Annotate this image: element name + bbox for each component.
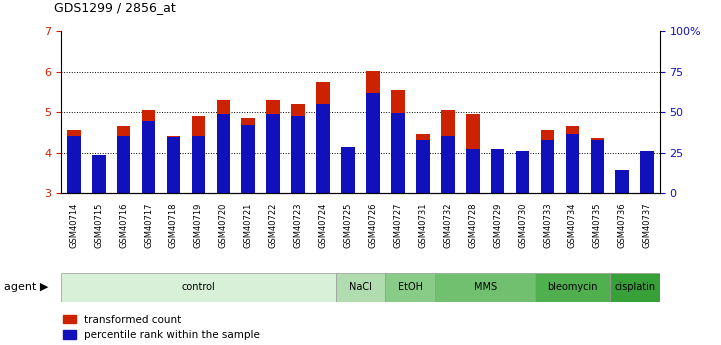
- Text: GSM40737: GSM40737: [642, 203, 652, 248]
- Bar: [366, 93, 380, 193]
- Text: GSM40719: GSM40719: [194, 203, 203, 248]
- Text: GSM40727: GSM40727: [394, 203, 402, 248]
- Bar: [491, 149, 505, 193]
- Text: GSM40720: GSM40720: [219, 203, 228, 248]
- Bar: [341, 147, 355, 193]
- Bar: [610, 273, 660, 302]
- Text: GSM40735: GSM40735: [593, 203, 602, 248]
- Text: GSM40736: GSM40736: [618, 203, 627, 248]
- Text: GSM40730: GSM40730: [518, 203, 527, 248]
- Bar: [291, 104, 305, 193]
- Bar: [590, 140, 604, 193]
- Text: GSM40726: GSM40726: [368, 203, 378, 248]
- Bar: [216, 114, 230, 193]
- Bar: [61, 273, 335, 302]
- Bar: [67, 136, 81, 193]
- Text: EtOH: EtOH: [398, 282, 423, 292]
- Bar: [535, 273, 610, 302]
- Bar: [565, 135, 579, 193]
- Text: GDS1299 / 2856_at: GDS1299 / 2856_at: [54, 1, 176, 14]
- Text: GSM40724: GSM40724: [319, 203, 327, 248]
- Text: MMS: MMS: [474, 282, 497, 292]
- Bar: [441, 110, 455, 193]
- Text: GSM40734: GSM40734: [568, 203, 577, 248]
- Bar: [92, 155, 105, 193]
- Text: cisplatin: cisplatin: [614, 282, 655, 292]
- Text: GSM40725: GSM40725: [343, 203, 353, 248]
- Bar: [386, 273, 435, 302]
- Bar: [266, 114, 280, 193]
- Text: GSM40716: GSM40716: [119, 203, 128, 248]
- Bar: [391, 113, 404, 193]
- Bar: [541, 130, 554, 193]
- Text: GSM40718: GSM40718: [169, 203, 178, 248]
- Bar: [192, 136, 205, 193]
- Text: GSM40728: GSM40728: [468, 203, 477, 248]
- Bar: [491, 155, 505, 193]
- Text: GSM40715: GSM40715: [94, 203, 103, 248]
- Bar: [216, 100, 230, 193]
- Bar: [640, 151, 654, 193]
- Bar: [516, 151, 529, 193]
- Bar: [541, 140, 554, 193]
- Text: control: control: [182, 282, 216, 292]
- Text: GSM40717: GSM40717: [144, 203, 153, 248]
- Bar: [242, 125, 255, 193]
- Bar: [317, 82, 330, 193]
- Bar: [242, 118, 255, 193]
- Text: GSM40721: GSM40721: [244, 203, 253, 248]
- Bar: [167, 136, 180, 193]
- Bar: [317, 104, 330, 193]
- Bar: [142, 110, 156, 193]
- Bar: [416, 140, 430, 193]
- Bar: [366, 71, 380, 193]
- Bar: [441, 136, 455, 193]
- Text: GSM40733: GSM40733: [543, 203, 552, 248]
- Bar: [341, 147, 355, 193]
- Legend: transformed count, percentile rank within the sample: transformed count, percentile rank withi…: [59, 310, 265, 344]
- Bar: [466, 149, 479, 193]
- Bar: [616, 170, 629, 193]
- Bar: [416, 135, 430, 193]
- Text: GSM40714: GSM40714: [69, 203, 79, 248]
- Text: agent ▶: agent ▶: [4, 282, 48, 292]
- Text: GSM40731: GSM40731: [418, 203, 428, 248]
- Bar: [117, 126, 131, 193]
- Bar: [516, 161, 529, 193]
- Text: NaCl: NaCl: [349, 282, 372, 292]
- Bar: [335, 273, 386, 302]
- Bar: [167, 137, 180, 193]
- Bar: [142, 121, 156, 193]
- Bar: [117, 136, 131, 193]
- Bar: [640, 157, 654, 193]
- Text: bleomycin: bleomycin: [547, 282, 598, 292]
- Text: GSM40722: GSM40722: [269, 203, 278, 248]
- Bar: [616, 171, 629, 193]
- Bar: [192, 116, 205, 193]
- Text: GSM40723: GSM40723: [293, 203, 303, 248]
- Bar: [92, 155, 105, 193]
- Bar: [67, 130, 81, 193]
- Bar: [466, 114, 479, 193]
- Bar: [291, 116, 305, 193]
- Bar: [391, 90, 404, 193]
- Bar: [266, 100, 280, 193]
- Bar: [565, 126, 579, 193]
- Bar: [590, 138, 604, 193]
- Text: GSM40729: GSM40729: [493, 203, 502, 248]
- Text: GSM40732: GSM40732: [443, 203, 452, 248]
- Bar: [435, 273, 535, 302]
